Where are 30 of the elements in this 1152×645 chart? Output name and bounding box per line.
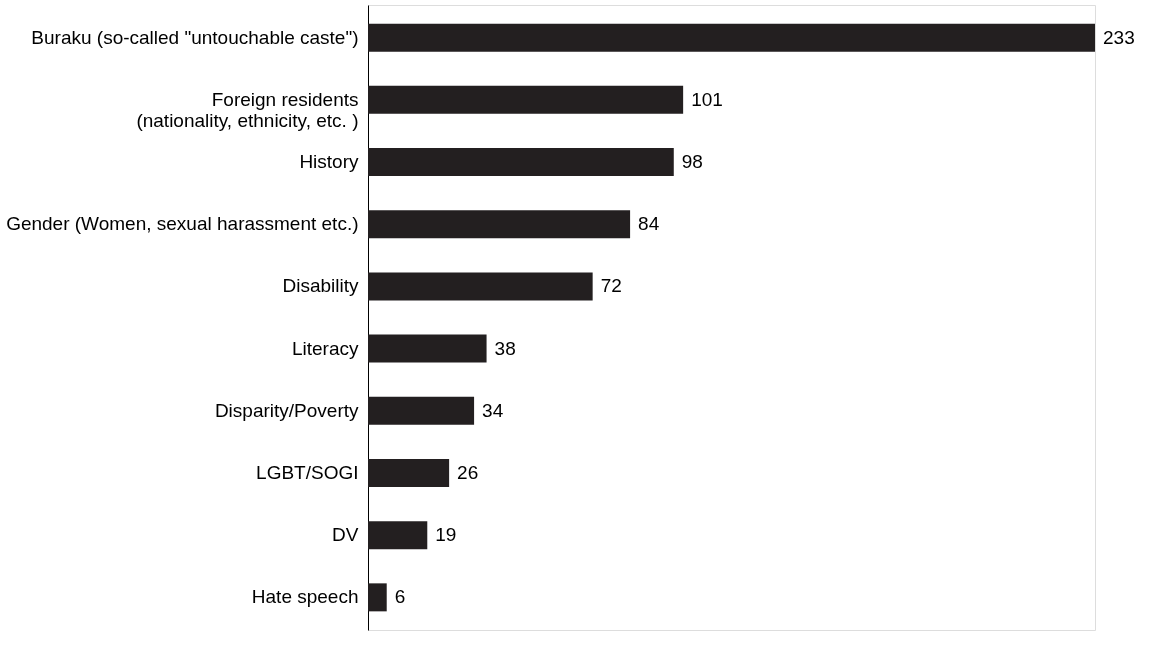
bar (368, 521, 428, 550)
data-label: 233 (1103, 26, 1135, 48)
bar (368, 458, 450, 487)
data-label: 98 (681, 151, 703, 173)
bar (368, 23, 1095, 52)
y-tick-label: LGBT/SOGI (256, 461, 359, 483)
bar (368, 396, 475, 425)
bar (368, 148, 674, 177)
data-label: 6 (394, 586, 406, 608)
bar (368, 210, 631, 239)
data-label: 38 (494, 337, 516, 359)
data-label: 101 (691, 88, 723, 110)
y-tick-label: Foreign residents (nationality, ethnicity, etc. ) (136, 88, 359, 131)
y-tick-label: Buraku (so-called "untouchable caste") (31, 26, 359, 48)
data-label: 84 (638, 213, 660, 235)
data-label: 72 (600, 275, 622, 297)
y-tick-label: DV (332, 524, 359, 546)
bar (368, 334, 487, 363)
y-tick-label: Gender (Women, sexual harassment etc.) (6, 213, 359, 235)
data-label: 26 (457, 461, 479, 483)
data-label: 34 (482, 399, 504, 421)
bar (368, 272, 593, 301)
bar (368, 583, 387, 612)
y-tick-label: Disability (282, 275, 359, 297)
data-label: 19 (435, 524, 457, 546)
bar (368, 85, 684, 114)
y-tick-label: Disparity/Poverty (214, 399, 359, 421)
y-tick-label: History (299, 151, 359, 173)
y-tick-label: Hate speech (251, 586, 359, 608)
y-tick-label: Literacy (291, 337, 359, 359)
